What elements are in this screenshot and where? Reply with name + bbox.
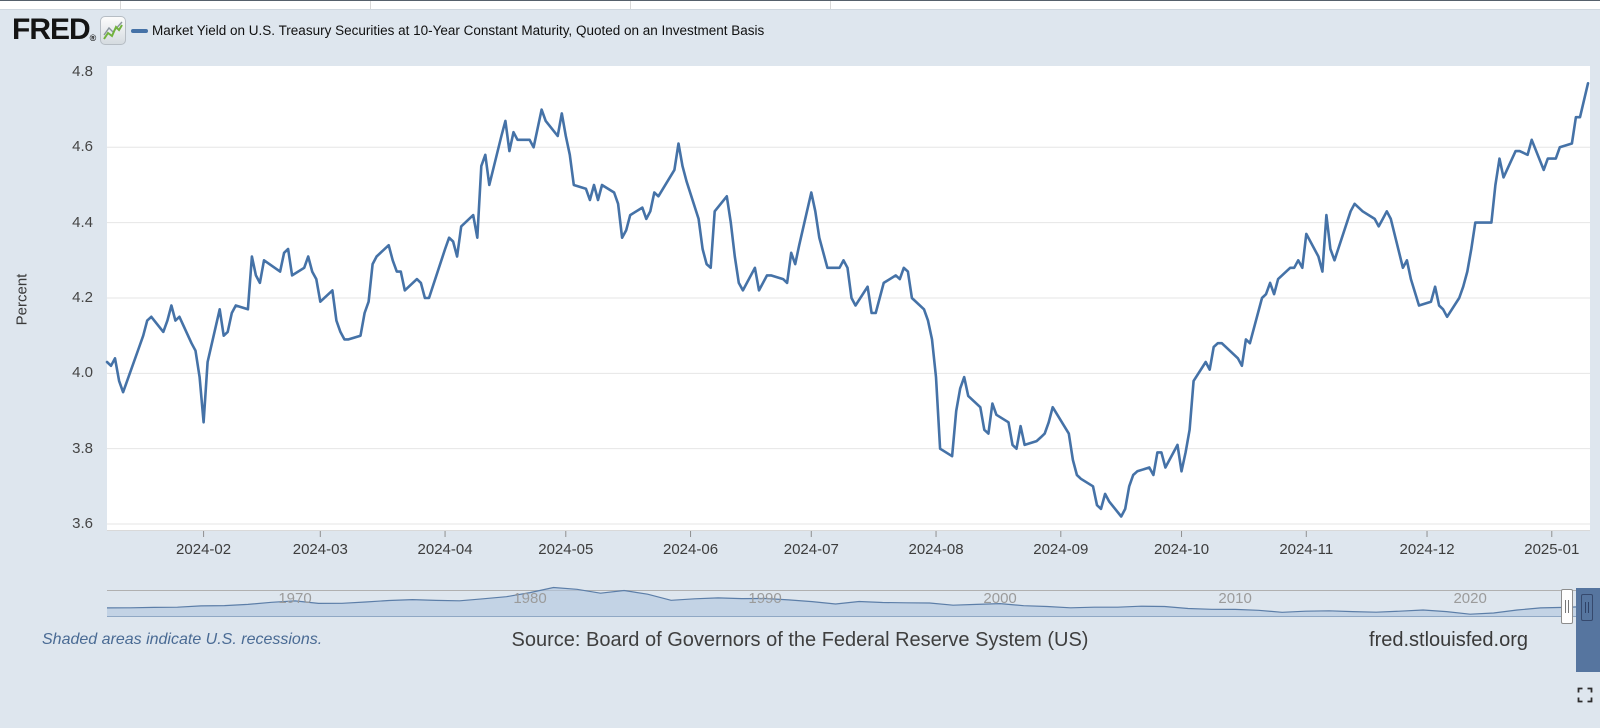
y-axis-tick-label: 3.6 bbox=[72, 515, 93, 532]
handle-grip-icon bbox=[1588, 602, 1589, 613]
y-axis-tick-label: 4.2 bbox=[72, 288, 93, 306]
navigator-decade-label: 2020 bbox=[1453, 590, 1487, 607]
navigator-left-handle[interactable] bbox=[1561, 589, 1573, 624]
fullscreen-icon[interactable] bbox=[1577, 687, 1593, 703]
navigator-decade-label: 1990 bbox=[748, 590, 782, 607]
strip-divider bbox=[120, 1, 121, 9]
y-axis-tick-label: 4.4 bbox=[72, 213, 93, 231]
x-axis-tick-label: 2024-06 bbox=[663, 541, 719, 558]
x-axis-tick-label: 2024-08 bbox=[908, 541, 964, 558]
x-axis-tick-label: 2024-04 bbox=[417, 541, 473, 558]
handle-grip-icon bbox=[1565, 600, 1566, 613]
x-axis-tick-label: 2024-02 bbox=[176, 541, 232, 558]
x-axis-tick-label: 2024-03 bbox=[292, 541, 348, 558]
site-url[interactable]: fred.stlouisfed.org bbox=[1369, 629, 1528, 651]
series-legend-label[interactable]: Market Yield on U.S. Treasury Securities… bbox=[152, 23, 765, 38]
fred-sparkline-icon bbox=[100, 16, 126, 45]
x-axis-tick-label: 2024-12 bbox=[1399, 541, 1455, 558]
x-axis-tick-label: 2025-01 bbox=[1524, 541, 1580, 558]
fred-logo[interactable]: FRED® bbox=[12, 13, 97, 46]
y-axis-tick-label: 4.0 bbox=[72, 364, 93, 382]
strip-divider bbox=[830, 1, 831, 9]
strip-divider bbox=[370, 1, 371, 9]
top-window-strip bbox=[0, 0, 1600, 10]
navigator-selection-overlay[interactable] bbox=[1576, 588, 1600, 672]
navigator-decade-label: 2000 bbox=[983, 590, 1017, 607]
source-attribution: Source: Board of Governors of the Federa… bbox=[511, 629, 1089, 651]
x-axis-tick-label: 2024-11 bbox=[1279, 541, 1334, 558]
legend-line-swatch bbox=[131, 29, 148, 33]
navigator-right-handle[interactable] bbox=[1581, 594, 1593, 621]
navigator-decade-label: 2010 bbox=[1218, 590, 1252, 607]
handle-grip-icon bbox=[1585, 602, 1586, 613]
x-axis-tick-label: 2024-05 bbox=[538, 541, 594, 558]
recession-note: Shaded areas indicate U.S. recessions. bbox=[42, 631, 323, 648]
registered-mark: ® bbox=[89, 33, 97, 43]
x-axis-tick-label: 2024-10 bbox=[1153, 541, 1210, 558]
y-axis-tick-label: 4.8 bbox=[72, 62, 93, 80]
navigator-decade-label: 1980 bbox=[513, 590, 547, 607]
y-axis-tick-label: 3.8 bbox=[72, 439, 93, 457]
navigator-decade-label: 1970 bbox=[278, 590, 312, 607]
y-axis-tick-label: 4.6 bbox=[72, 138, 93, 156]
strip-divider bbox=[630, 1, 631, 9]
y-axis-title: Percent bbox=[13, 273, 31, 326]
x-axis-tick-label: 2024-07 bbox=[783, 541, 839, 558]
handle-grip-icon bbox=[1568, 600, 1569, 613]
x-axis-tick-label: 2024-09 bbox=[1033, 541, 1089, 558]
